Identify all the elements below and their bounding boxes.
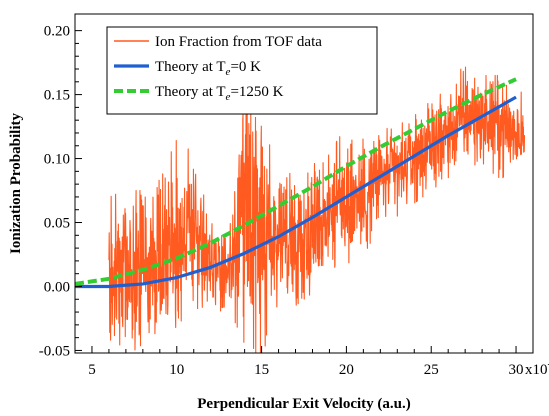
- x-tick-label: 20: [339, 362, 354, 378]
- x-axis-multiplier-base: x10: [525, 362, 548, 378]
- y-axis-label: Ionization Probability: [8, 113, 24, 254]
- series-layer: [75, 66, 526, 353]
- legend-box: [106, 26, 378, 115]
- legend-entry-theory-0k-sub: e: [226, 66, 231, 78]
- ticks-layer: -0.05 0.00 0.05 0.10 0.15 0.20 5 10 15 20 25 30: [39, 24, 534, 378]
- legend-entry-theory-1250k-sub: e: [226, 91, 231, 103]
- y-tick-label: -0.05: [39, 343, 70, 359]
- legend-entry-theory-1250k-text: Theory at T: [155, 84, 226, 100]
- x-tick-label: 5: [88, 362, 96, 378]
- x-tick-label: 30: [509, 362, 524, 378]
- x-axis-label: Perpendicular Exit Velocity (a.u.): [197, 396, 410, 412]
- x-tick-label: 25: [424, 362, 439, 378]
- x-axis-multiplier: x10-3: [525, 358, 549, 378]
- series-theory-1250k-line: [75, 77, 517, 286]
- legend-entry-tof: Ion Fraction from TOF data: [155, 34, 322, 50]
- y-tick-label: 0.05: [44, 216, 70, 232]
- y-tick-label: 0.10: [44, 152, 70, 168]
- legend-entry-theory-0k-suffix: =0 K: [230, 59, 261, 75]
- series-theory-0k-line: [75, 95, 517, 289]
- legend: Ion Fraction from TOF data Theory at Te=…: [106, 26, 378, 115]
- series-tof-line: [108, 66, 526, 353]
- x-tick-label: 15: [254, 362, 269, 378]
- legend-entry-theory-0k-text: Theory at T: [155, 59, 226, 75]
- plot-frame: [74, 13, 534, 354]
- legend-entry-tof-text: Ion Fraction from TOF data: [155, 34, 322, 50]
- x-axis-multiplier-exp: -3: [548, 358, 549, 370]
- legend-entry-theory-1250k-suffix: =1250 K: [230, 84, 283, 100]
- legend-entry-theory-1250k: Theory at Te=1250 K: [155, 84, 284, 103]
- y-tick-label: 0.00: [44, 279, 70, 295]
- x-tick-label: 10: [169, 362, 184, 378]
- y-tick-label: 0.20: [44, 24, 70, 40]
- y-tick-label: 0.15: [44, 88, 70, 104]
- legend-entry-theory-0k: Theory at Te=0 K: [155, 59, 261, 78]
